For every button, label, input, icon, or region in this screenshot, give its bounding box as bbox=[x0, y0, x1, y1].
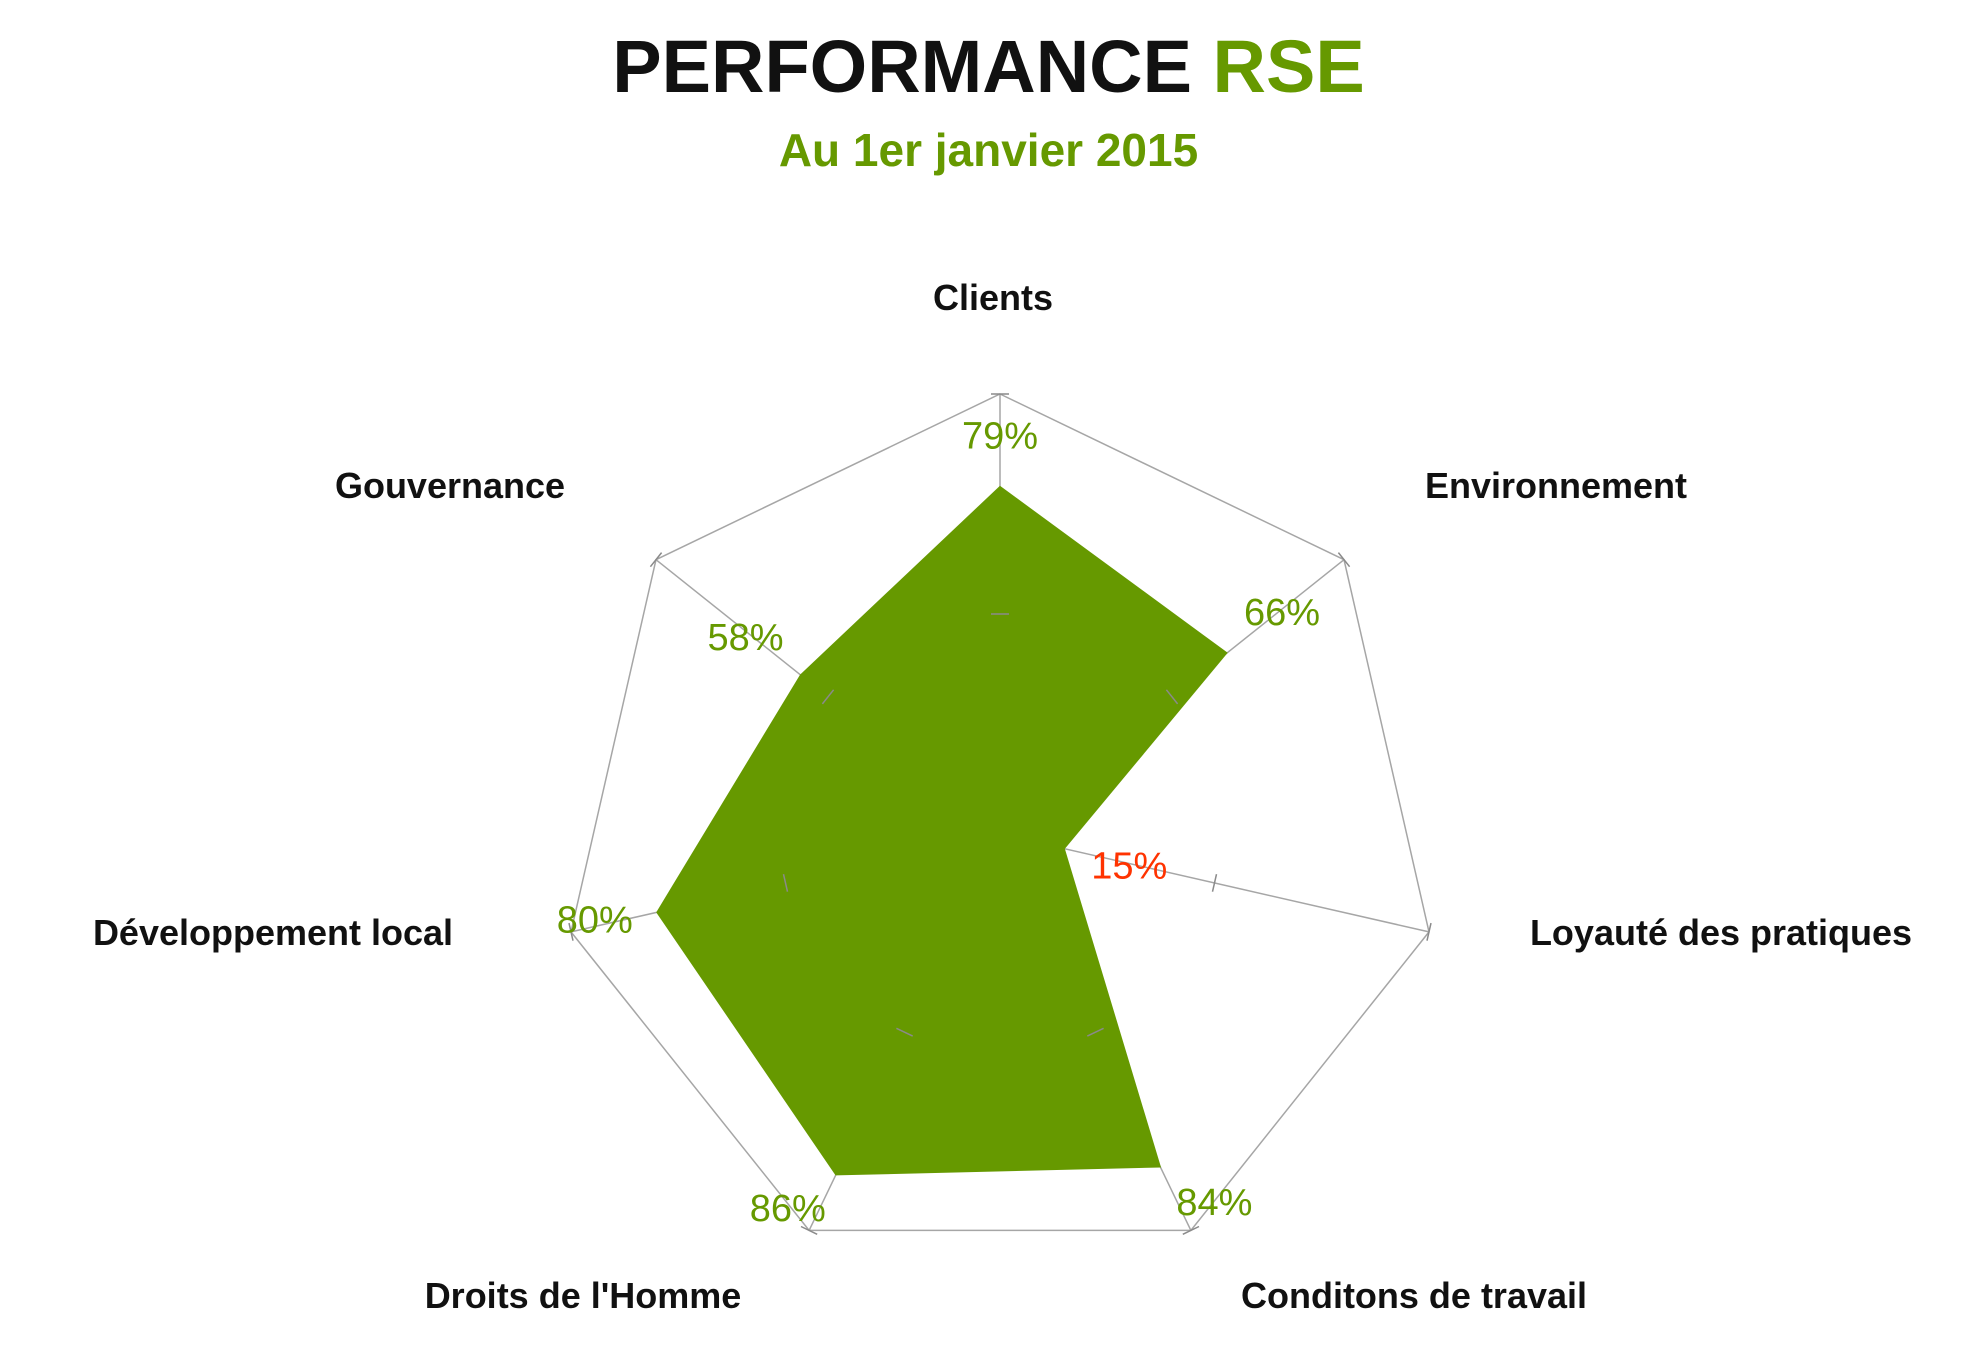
category-label: Clients bbox=[933, 277, 1053, 318]
chart-title: PERFORMANCE RSE bbox=[0, 22, 1977, 112]
radar-axis-tick bbox=[896, 1027, 914, 1037]
category-label: Loyauté des pratiques bbox=[1530, 912, 1912, 953]
data-label: 15% bbox=[1091, 846, 1167, 888]
radar-axis-tick bbox=[782, 874, 789, 892]
radar-axis-tick bbox=[1426, 922, 1432, 941]
radar-axis-tick bbox=[1182, 1225, 1200, 1235]
radar-axis-tick bbox=[1337, 552, 1351, 568]
category-label: Développement local bbox=[93, 912, 453, 953]
data-label: 58% bbox=[707, 617, 783, 659]
chart-subtitle: Au 1er janvier 2015 bbox=[778, 124, 1199, 176]
radar-axis-tick bbox=[1165, 689, 1179, 705]
category-label: Environnement bbox=[1425, 465, 1687, 506]
category-label: Gouvernance bbox=[335, 465, 565, 506]
radar-series-area bbox=[656, 485, 1228, 1176]
title-accent: RSE bbox=[1212, 25, 1365, 108]
radar-axis-tick bbox=[649, 552, 663, 568]
radar-axis-tick bbox=[568, 922, 574, 941]
title-main: PERFORMANCE bbox=[612, 25, 1192, 108]
data-label: 80% bbox=[557, 899, 633, 941]
category-label: Conditons de travail bbox=[1241, 1275, 1587, 1316]
radar-axis-tick bbox=[800, 1225, 818, 1235]
category-label: Droits de l'Homme bbox=[425, 1275, 742, 1316]
data-label: 66% bbox=[1244, 592, 1320, 634]
data-label: 84% bbox=[1176, 1182, 1252, 1224]
radar-axis-tick bbox=[1086, 1027, 1104, 1037]
radar-grid-outer bbox=[570, 393, 1430, 1232]
radar-axis-tick bbox=[821, 689, 835, 705]
radar-axis-tick bbox=[1211, 874, 1218, 892]
data-label: 79% bbox=[962, 415, 1038, 457]
data-label: 86% bbox=[750, 1188, 826, 1230]
